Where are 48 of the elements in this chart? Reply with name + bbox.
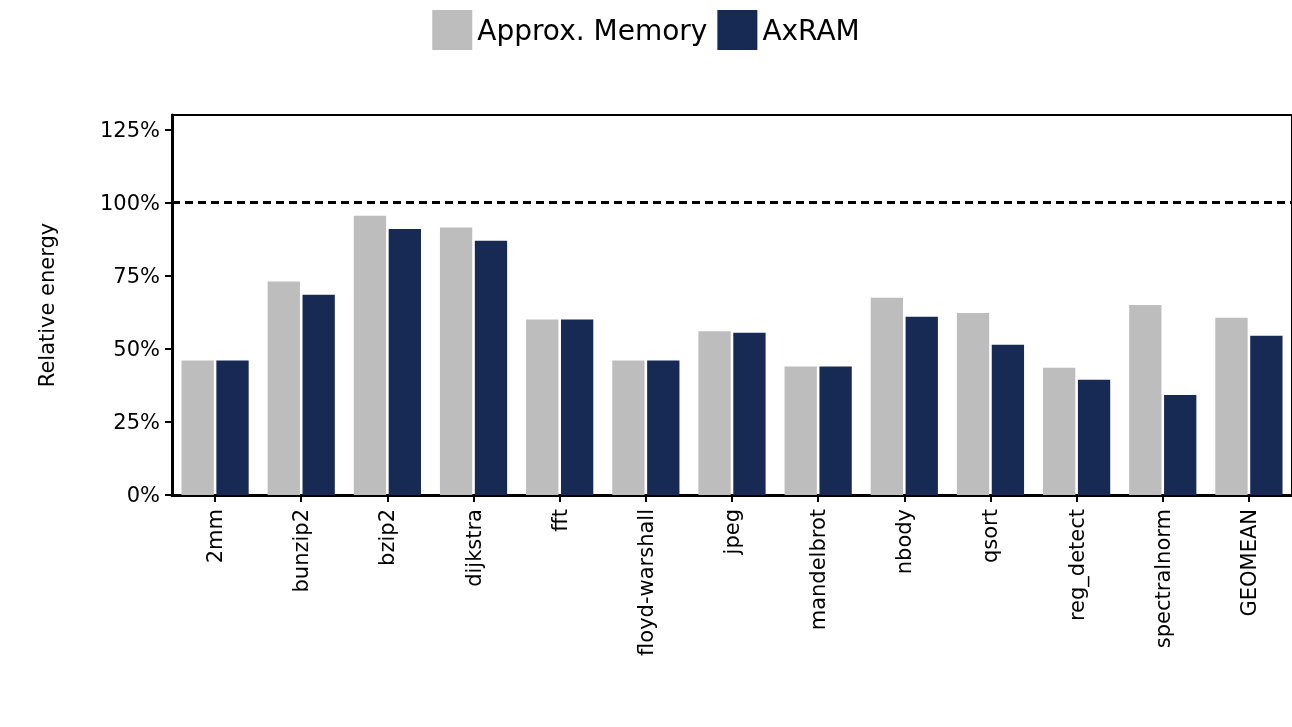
x-tick-label: nbody — [892, 509, 917, 575]
bar — [647, 360, 680, 495]
bar — [991, 344, 1025, 495]
bar — [474, 240, 508, 495]
bar — [353, 215, 387, 495]
x-tick-label: 2mm — [203, 509, 228, 564]
x-tick-label: floyd-warshall — [633, 509, 658, 656]
y-tick-label: 25% — [113, 409, 160, 434]
x-tick-label: dijkstra — [461, 509, 486, 587]
bar — [1250, 335, 1283, 495]
bar — [267, 281, 300, 495]
bar — [1077, 379, 1111, 495]
legend-label: AxRAM — [762, 13, 860, 47]
x-tick-label: spectralnorm — [1150, 509, 1175, 649]
bar — [560, 319, 594, 495]
x-tick-label: jpeg — [720, 509, 744, 556]
bar — [216, 360, 249, 495]
y-tick-label: 50% — [113, 336, 160, 361]
y-axis-title: Relative energy — [34, 222, 59, 388]
y-tick-label: 75% — [113, 263, 160, 288]
x-tick-label: reg_detect — [1064, 509, 1090, 622]
bar — [784, 366, 817, 495]
bar — [698, 331, 731, 495]
y-tick-label: 125% — [99, 117, 160, 142]
legend-label: Approx. Memory — [477, 13, 708, 47]
x-tick-label: bzip2 — [375, 509, 400, 566]
x-tick-label: mandelbrot — [806, 509, 831, 631]
bar — [388, 229, 421, 495]
bar — [526, 319, 559, 495]
y-tick-label: 0% — [126, 483, 160, 507]
bar — [1043, 367, 1076, 495]
x-tick-label: GEOMEAN — [1236, 509, 1261, 617]
bar — [1215, 317, 1248, 495]
bar — [905, 316, 938, 495]
x-tick-label: fft — [547, 509, 572, 532]
bar — [612, 360, 645, 495]
bar — [956, 312, 990, 495]
bar — [181, 360, 214, 495]
x-tick-label: qsort — [978, 509, 1003, 563]
bar — [733, 332, 766, 495]
bar — [1129, 305, 1162, 495]
x-tick-label: bunzip2 — [289, 509, 314, 593]
bar — [439, 227, 473, 495]
bar — [1164, 395, 1197, 495]
bar — [870, 297, 904, 495]
bar — [819, 366, 852, 495]
y-tick-label: 100% — [99, 190, 160, 215]
bar — [302, 294, 335, 495]
